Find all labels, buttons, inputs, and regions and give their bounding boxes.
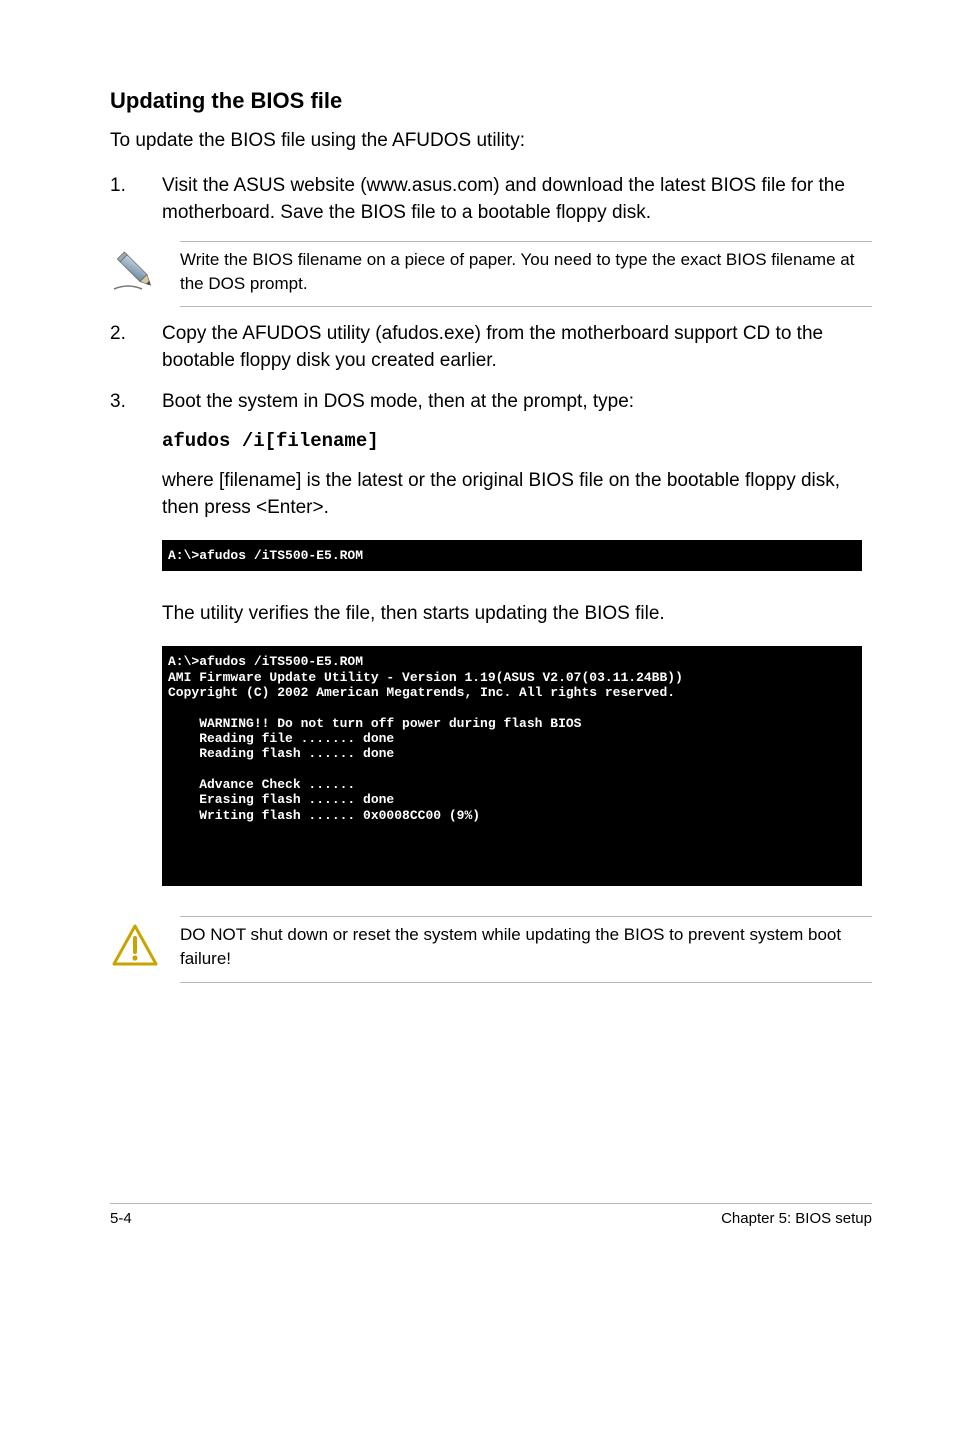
after-command-text: where [filename] is the latest or the or…	[162, 468, 872, 522]
command-afudos: afudos /i[filename]	[162, 430, 872, 452]
step-3-text: Boot the system in DOS mode, then at the…	[162, 389, 872, 416]
note-write-filename: Write the BIOS filename on a piece of pa…	[110, 241, 872, 307]
step-3-number: 3.	[110, 389, 162, 416]
step-1: 1. Visit the ASUS website (www.asus.com)…	[110, 173, 872, 227]
step-1-text: Visit the ASUS website (www.asus.com) an…	[162, 173, 872, 227]
step-1-number: 1.	[110, 173, 162, 227]
step-3: 3. Boot the system in DOS mode, then at …	[110, 389, 872, 416]
section-heading: Updating the BIOS file	[110, 88, 872, 114]
step-2-text: Copy the AFUDOS utility (afudos.exe) fro…	[162, 321, 872, 375]
intro-paragraph: To update the BIOS file using the AFUDOS…	[110, 128, 872, 155]
step-2: 2. Copy the AFUDOS utility (afudos.exe) …	[110, 321, 872, 375]
pencil-icon	[110, 241, 180, 300]
page-footer: 5-4 Chapter 5: BIOS setup	[110, 1203, 872, 1227]
footer-page-number: 5-4	[110, 1210, 132, 1227]
terminal-output-small: A:\>afudos /iTS500-E5.ROM	[162, 540, 862, 571]
warning-icon	[110, 916, 180, 975]
warning-text: DO NOT shut down or reset the system whi…	[180, 916, 872, 982]
verify-text: The utility verifies the file, then star…	[162, 601, 872, 628]
warning-do-not-shutdown: DO NOT shut down or reset the system whi…	[110, 916, 872, 982]
step-2-number: 2.	[110, 321, 162, 375]
note-write-filename-text: Write the BIOS filename on a piece of pa…	[180, 241, 872, 307]
footer-chapter: Chapter 5: BIOS setup	[721, 1210, 872, 1227]
terminal-output-big: A:\>afudos /iTS500-E5.ROM AMI Firmware U…	[162, 646, 862, 886]
